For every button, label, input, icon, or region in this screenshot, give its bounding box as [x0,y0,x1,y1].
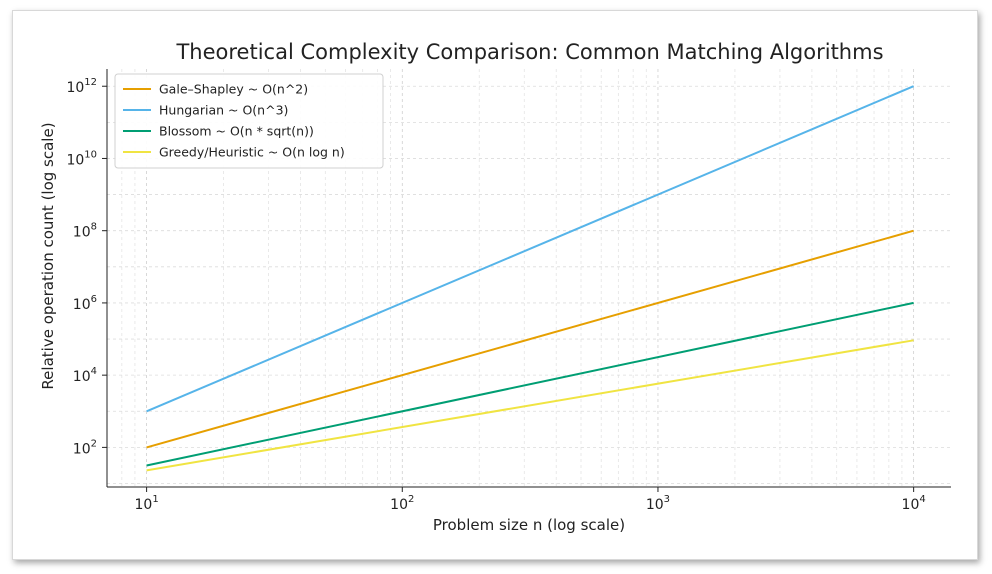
tick-labels: 101 102 103 104 102 104 106 108 1010 1012 [66,77,925,513]
y-tick-label: 102 [73,438,97,457]
y-tick-label: 106 [73,294,97,313]
series-line-2 [146,85,914,413]
series-line-3 [146,301,914,467]
series-line-1 [146,229,914,449]
legend: Gale–Shapley ~ O(n^2) Hungarian ~ O(n^3) B… [114,73,384,169]
legend-label-3: Blossom ~ O(n * sqrt(n)) [159,124,314,139]
series-lines [146,85,914,472]
axes [102,69,951,492]
legend-box [114,73,384,169]
y-tick-label: 108 [73,222,97,241]
x-tick-label: 103 [646,494,670,513]
y-axis-label: Relative operation count (log scale) [39,122,57,389]
legend-label-4: Greedy/Heuristic ~ O(n log n) [159,145,345,160]
y-tick-label: 104 [73,366,97,385]
series-line-4 [146,339,914,472]
x-tick-label: 104 [902,494,926,513]
x-tick-label: 101 [135,494,159,513]
y-tick-label: 1012 [66,77,97,96]
x-axis-label: Problem size n (log scale) [433,516,625,534]
y-tick-label: 1010 [66,149,97,168]
grid-lines [106,69,951,487]
chart-title: Theoretical Complexity Comparison: Commo… [175,40,883,64]
complexity-chart: Theoretical Complexity Comparison: Commo… [39,40,951,534]
legend-label-2: Hungarian ~ O(n^3) [159,103,288,118]
x-tick-label: 102 [390,494,414,513]
legend-label-1: Gale–Shapley ~ O(n^2) [159,82,308,97]
chart-frame: Theoretical Complexity Comparison: Commo… [12,10,978,560]
